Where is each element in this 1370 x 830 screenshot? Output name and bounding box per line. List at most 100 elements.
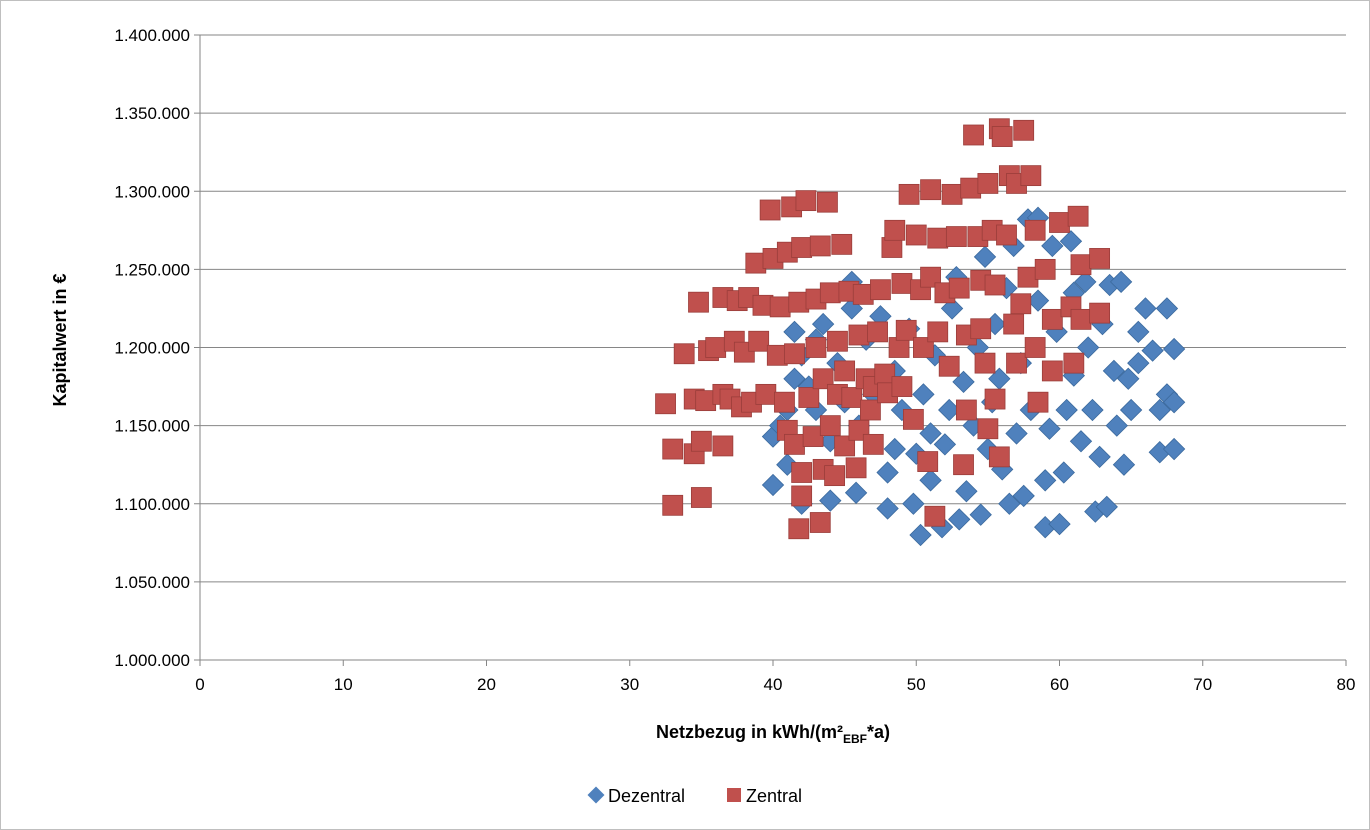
- data-point-zentral: [1034, 258, 1056, 280]
- data-point-dezentral: [1052, 461, 1075, 484]
- data-point-zentral: [913, 337, 934, 358]
- data-point-dezentral: [1059, 230, 1083, 253]
- data-point-zentral: [884, 219, 906, 241]
- data-point-dezentral: [969, 503, 992, 526]
- data-point-dezentral: [1069, 430, 1093, 453]
- data-point-zentral: [769, 296, 791, 318]
- data-point-zentral: [1024, 219, 1046, 241]
- data-point-zentral: [905, 224, 927, 246]
- data-point-dezentral: [1148, 398, 1171, 422]
- data-point-zentral: [970, 318, 992, 340]
- data-point-zentral: [848, 324, 870, 346]
- data-point-zentral: [788, 518, 810, 540]
- gridlines: [200, 34, 1346, 583]
- legend: Dezentral Zentral: [587, 786, 802, 806]
- data-point-dezentral: [1026, 289, 1050, 312]
- data-point-zentral: [991, 126, 1013, 147]
- data-point-zentral: [841, 387, 863, 408]
- data-point-zentral: [891, 273, 913, 294]
- data-point-zentral: [895, 319, 917, 341]
- data-point-zentral: [817, 191, 838, 213]
- legend-label-dezentral: Dezentral: [608, 786, 685, 806]
- data-point-dezentral: [844, 481, 868, 504]
- data-point-dezentral: [1109, 270, 1133, 294]
- data-point-zentral: [977, 418, 999, 440]
- data-point-dezentral: [1041, 234, 1064, 258]
- data-point-zentral: [809, 512, 831, 533]
- data-point-zentral: [759, 199, 781, 221]
- data-point-zentral: [824, 465, 845, 487]
- data-point-dezentral: [811, 312, 835, 336]
- data-point-zentral: [1089, 248, 1111, 269]
- y-tick-labels: 1.000.000 1.050.000 1.100.000 1.150.000 1.20…: [114, 26, 190, 670]
- data-point-zentral: [977, 173, 999, 194]
- data-point-zentral: [1010, 293, 1032, 315]
- data-point-zentral: [898, 183, 920, 205]
- data-point-zentral: [1024, 337, 1046, 358]
- data-point-zentral: [755, 383, 777, 405]
- x-tick-label: 50: [907, 675, 926, 694]
- data-point-zentral: [688, 291, 709, 313]
- data-point-dezentral: [1005, 422, 1028, 445]
- data-point-dezentral: [876, 497, 899, 520]
- data-point-zentral: [690, 487, 712, 508]
- data-point-zentral: [1003, 313, 1025, 335]
- data-point-zentral: [920, 179, 941, 201]
- data-point-zentral: [984, 388, 1006, 410]
- data-point-zentral: [1027, 391, 1049, 413]
- data-point-zentral: [988, 446, 1010, 468]
- data-point-zentral: [809, 235, 831, 257]
- y-tick-label: 1.150.000: [114, 417, 190, 436]
- data-point-zentral: [984, 274, 1006, 296]
- data-point-dezentral: [1105, 414, 1128, 437]
- data-point-zentral: [1006, 352, 1027, 374]
- data-point-dezentral: [1081, 398, 1104, 422]
- data-point-zentral: [705, 337, 727, 358]
- data-point-zentral: [941, 183, 963, 205]
- data-point-zentral: [870, 279, 891, 301]
- data-point-dezentral: [1012, 484, 1035, 508]
- data-point-zentral: [791, 485, 813, 507]
- data-point-zentral: [845, 457, 867, 479]
- data-point-dezentral: [1134, 297, 1157, 320]
- data-point-zentral: [996, 224, 1017, 246]
- data-point-zentral: [690, 430, 712, 452]
- data-point-dezentral: [761, 473, 785, 497]
- data-point-zentral: [867, 321, 888, 343]
- data-point-dezentral: [1119, 398, 1143, 422]
- data-series: [655, 118, 1186, 547]
- data-point-zentral: [819, 282, 841, 304]
- x-tick-label: 80: [1337, 675, 1356, 694]
- data-point-zentral: [1067, 205, 1089, 227]
- data-point-zentral: [662, 438, 684, 460]
- data-point-zentral: [662, 494, 684, 516]
- data-point-zentral: [917, 451, 939, 472]
- data-point-zentral: [673, 343, 695, 365]
- axes: [194, 34, 1347, 666]
- data-point-dezentral: [1102, 359, 1126, 383]
- data-point-zentral: [834, 360, 856, 382]
- legend-marker-zentral: [727, 788, 741, 802]
- data-point-dezentral: [948, 508, 971, 531]
- y-tick-label: 1.050.000: [114, 573, 190, 592]
- data-point-dezentral: [1162, 337, 1186, 361]
- data-point-zentral: [963, 124, 984, 146]
- data-point-zentral: [948, 277, 970, 299]
- data-point-dezentral: [998, 492, 1021, 515]
- y-tick-label: 1.100.000: [114, 495, 190, 514]
- data-point-dezentral: [938, 398, 961, 422]
- data-point-zentral: [655, 393, 676, 415]
- data-point-zentral: [1013, 119, 1035, 141]
- data-point-dezentral: [1127, 320, 1150, 344]
- data-point-zentral: [827, 330, 848, 352]
- data-point-zentral: [795, 190, 817, 212]
- data-point-dezentral: [1095, 495, 1118, 519]
- data-point-dezentral: [1074, 270, 1097, 294]
- data-point-dezentral: [1155, 297, 1179, 320]
- data-point-dezentral: [783, 367, 806, 390]
- x-tick-label: 10: [334, 675, 353, 694]
- data-point-zentral: [920, 266, 941, 288]
- data-point-dezentral: [1055, 398, 1078, 422]
- data-point-zentral: [791, 462, 813, 483]
